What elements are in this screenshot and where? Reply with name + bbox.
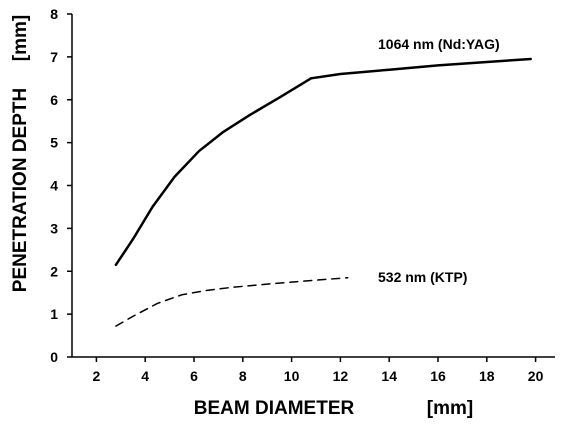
series-line-1 xyxy=(114,57,532,267)
y-tick-label: 1 xyxy=(50,306,58,322)
x-axis-unit: [mm] xyxy=(427,398,473,419)
x-tick-label: 16 xyxy=(430,368,446,384)
x-tick-label: 14 xyxy=(381,368,397,384)
y-tick-label: 7 xyxy=(50,49,58,65)
axes xyxy=(71,14,555,358)
x-tick-label: 10 xyxy=(284,368,300,384)
series-labels: 1064 nm (Nd:YAG) 532 nm (KTP) xyxy=(378,36,500,285)
y-tick-label: 5 xyxy=(50,135,58,151)
y-tick-label: 4 xyxy=(50,178,58,194)
series-label-1: 1064 nm (Nd:YAG) xyxy=(378,36,500,52)
y-tick-label: 3 xyxy=(50,220,58,236)
y-axis-unit: [mm] xyxy=(10,15,31,61)
x-tick-label: 8 xyxy=(239,368,247,384)
series-lines xyxy=(114,57,532,327)
y-tick-label: 8 xyxy=(50,6,58,22)
y-tick-label: 2 xyxy=(50,263,58,279)
y-axis-title: PENETRATION DEPTH xyxy=(10,88,31,292)
x-tick-label: 18 xyxy=(479,368,495,384)
x-tick-label: 2 xyxy=(93,368,101,384)
x-tick-label: 4 xyxy=(141,368,149,384)
y-tick-label: 6 xyxy=(50,92,58,108)
x-tick-label: 6 xyxy=(190,368,198,384)
x-tick-label: 20 xyxy=(528,368,544,384)
x-axis-title: BEAM DIAMETER xyxy=(194,398,355,419)
series-label-2: 532 nm (KTP) xyxy=(378,269,467,285)
tick-marks xyxy=(67,13,537,362)
y-tick-label: 0 xyxy=(50,349,58,365)
x-tick-label: 12 xyxy=(333,368,349,384)
series-line-2 xyxy=(115,276,349,327)
